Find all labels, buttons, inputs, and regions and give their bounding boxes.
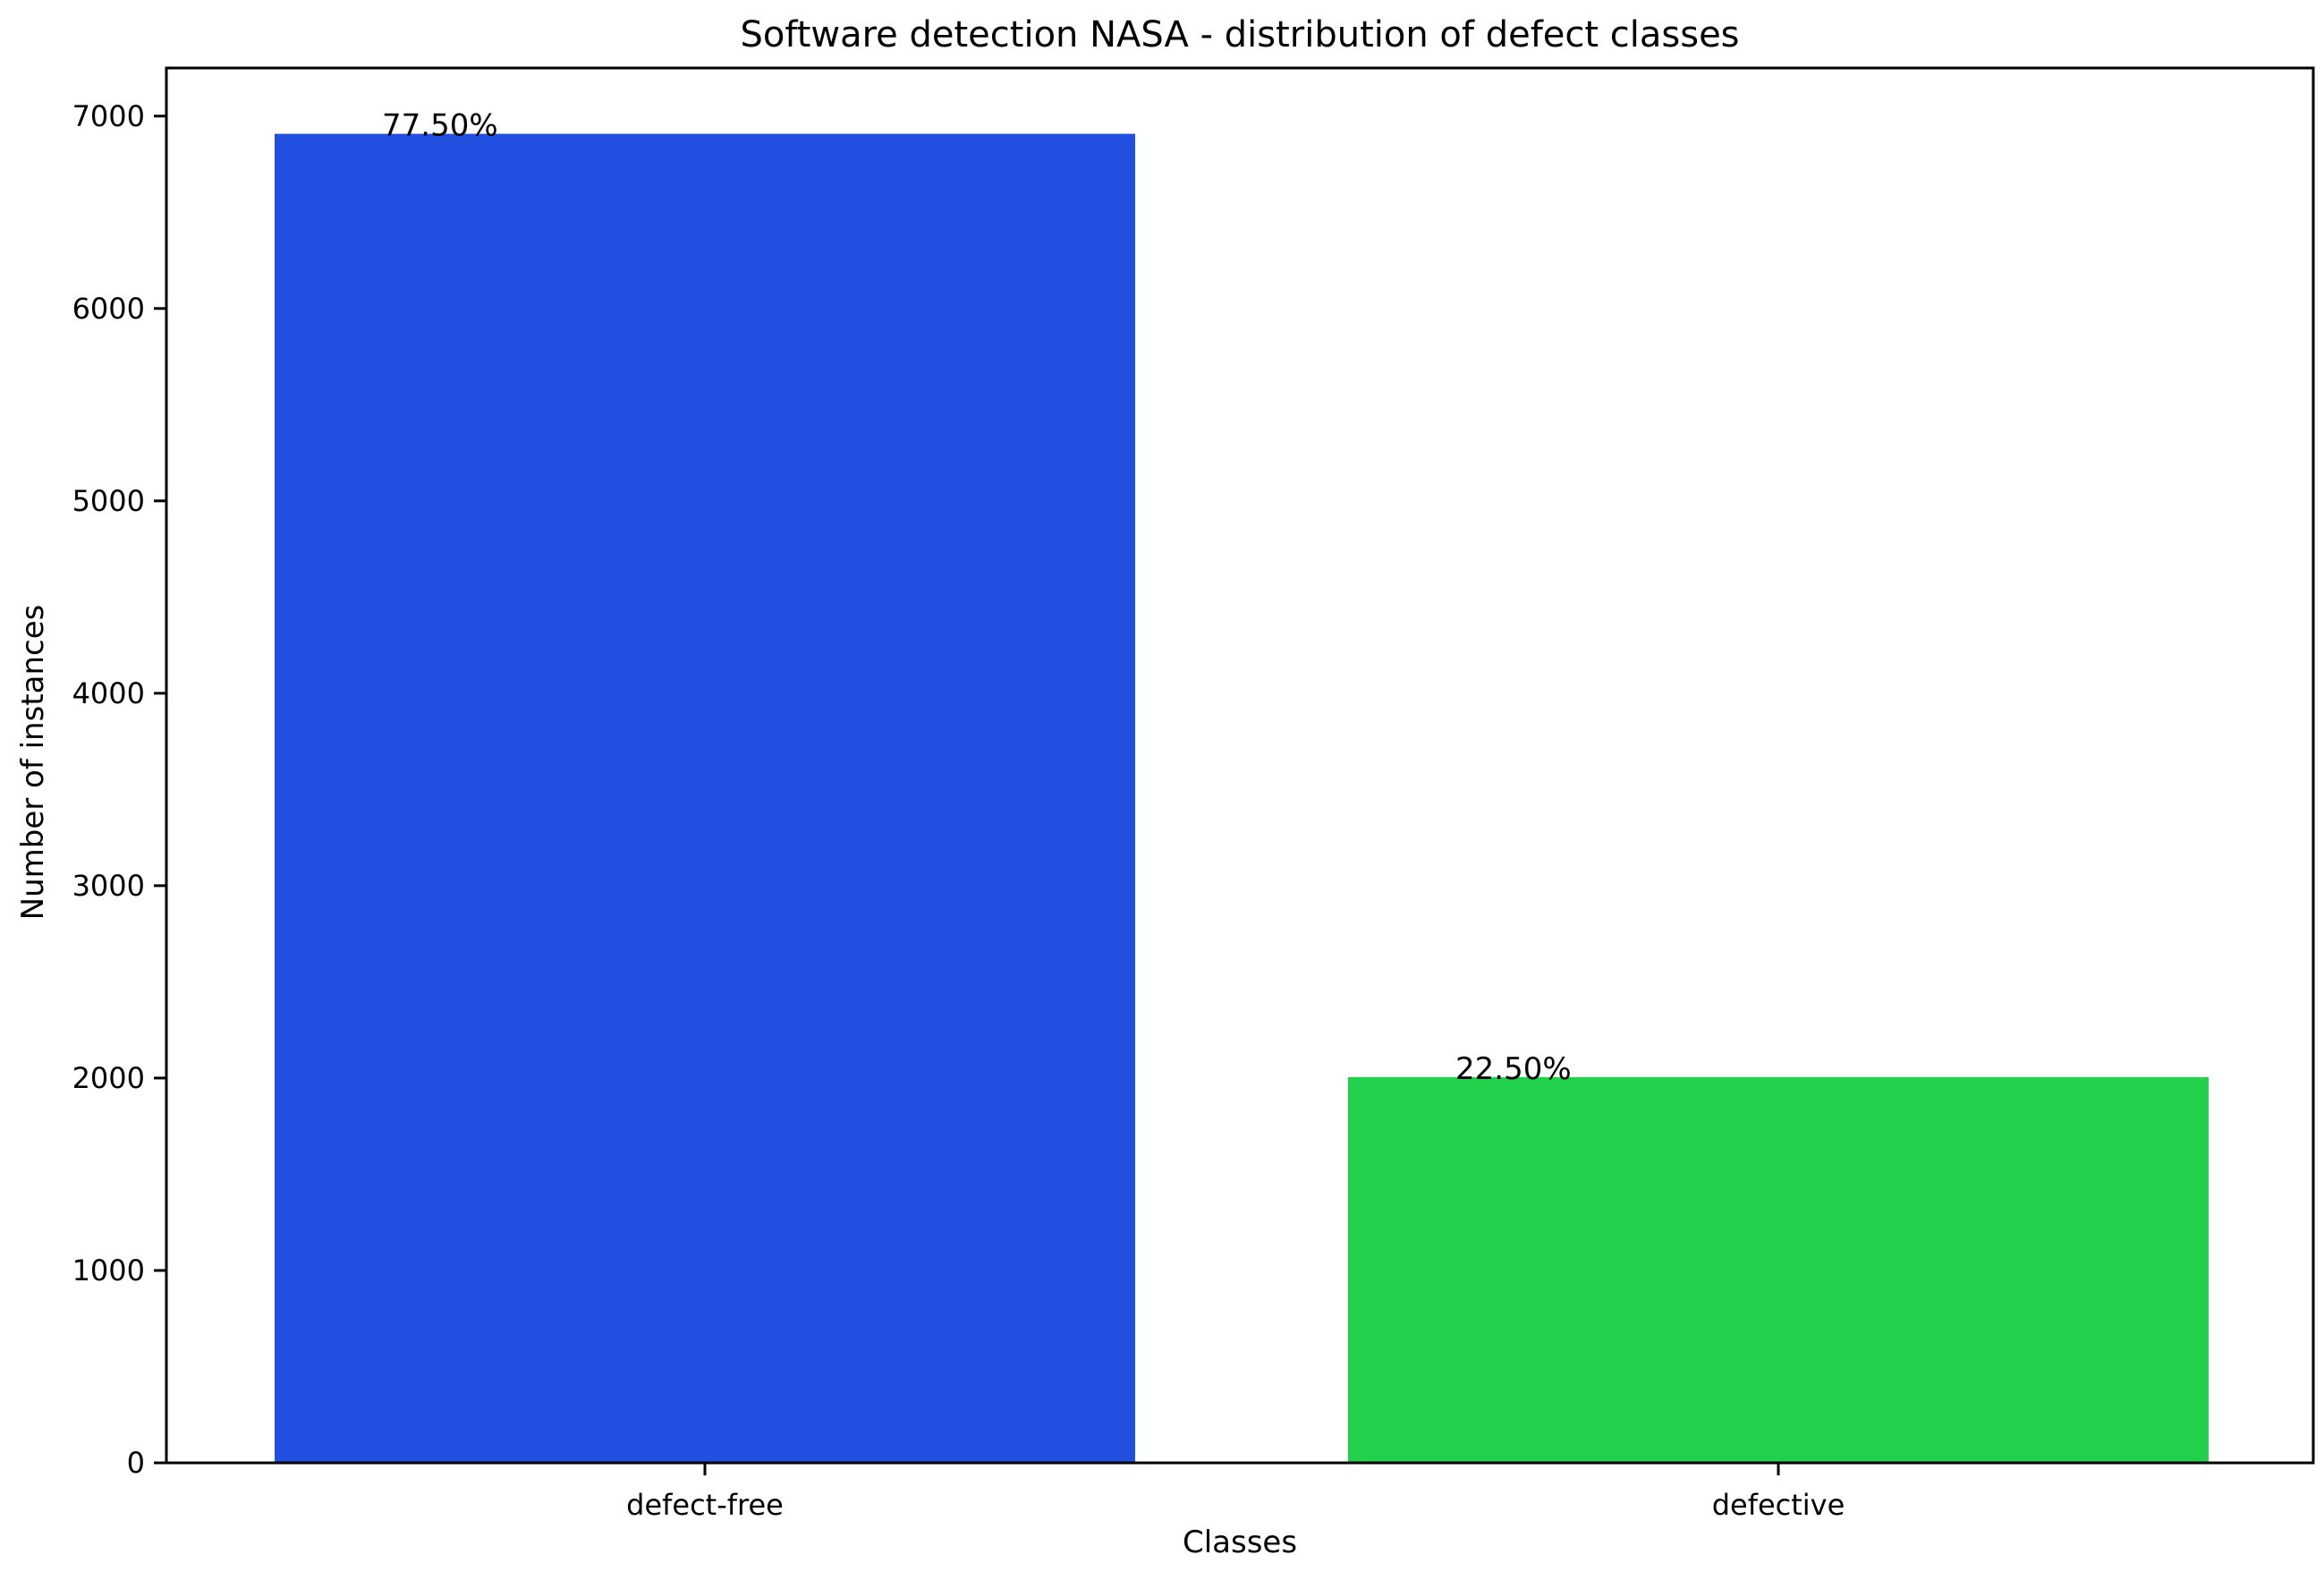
axes-frame [165,66,2315,1465]
y-tick-label: 6000 [72,292,145,326]
x-tick-label: defect-free [626,1488,784,1522]
y-tick-label: 7000 [72,99,145,133]
y-tick-label: 5000 [72,484,145,518]
plot-area: 77.50% 22.50% 0 1000 2000 3000 4000 5000 6000 700… [72,66,2315,1522]
bar-defect-free [275,133,1135,1464]
y-tick-label: 1000 [72,1253,145,1287]
y-tick-label: 2000 [72,1061,145,1095]
data-label-defect-free: 77.50% [382,108,498,144]
x-axis-label: Classes [1183,1525,1297,1560]
y-tick-label: 0 [127,1446,145,1480]
y-tick-label: 3000 [72,869,145,903]
chart-title: Software detection NASA - distribution o… [740,14,1739,55]
y-tick-label: 4000 [72,676,145,710]
y-axis-label: Number of instances [15,605,51,921]
data-label-defective: 22.50% [1455,1051,1572,1087]
bar-defective [1348,1076,2209,1463]
x-tick-label: defective [1712,1488,1845,1522]
